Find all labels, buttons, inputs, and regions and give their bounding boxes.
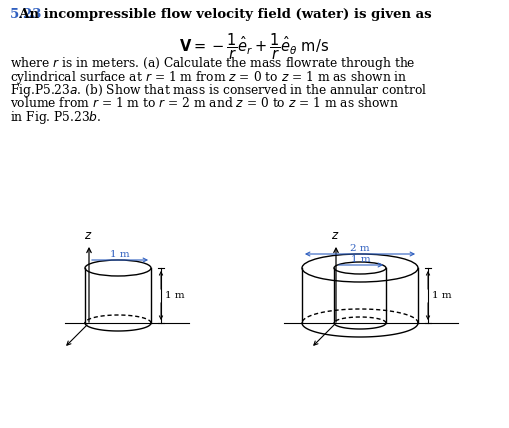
Text: 1 m: 1 m (165, 291, 185, 300)
Text: $z$: $z$ (84, 229, 92, 242)
Text: 1 m: 1 m (110, 250, 130, 259)
Text: 2 m: 2 m (350, 244, 370, 253)
Text: $\mathbf{V} = -\dfrac{1}{r}\hat{e}_r + \dfrac{1}{r}\hat{e}_\theta\ \mathrm{m/s}$: $\mathbf{V} = -\dfrac{1}{r}\hat{e}_r + \… (179, 31, 329, 62)
Text: 1 m: 1 m (351, 255, 371, 264)
Text: 1 m: 1 m (432, 291, 451, 300)
Text: volume from $r$ = 1 m to $r$ = 2 m and $z$ = 0 to $z$ = 1 m as shown: volume from $r$ = 1 m to $r$ = 2 m and $… (10, 95, 399, 110)
Text: where $r$ is in meters. (a) Calculate the mass flowrate through the: where $r$ is in meters. (a) Calculate th… (10, 55, 415, 72)
Text: cylindrical surface at $r$ = 1 m from $z$ = 0 to $z$ = 1 m as shown in: cylindrical surface at $r$ = 1 m from $z… (10, 68, 408, 86)
Text: $z$: $z$ (331, 229, 339, 242)
Text: Fig.P5.23$a$. (b) Show that mass is conserved in the annular control: Fig.P5.23$a$. (b) Show that mass is cons… (10, 82, 427, 99)
Text: 5.23: 5.23 (10, 8, 42, 21)
Text: An incompressible flow velocity field (water) is given as: An incompressible flow velocity field (w… (10, 8, 432, 21)
Text: in Fig. P5.23$b$.: in Fig. P5.23$b$. (10, 109, 101, 126)
